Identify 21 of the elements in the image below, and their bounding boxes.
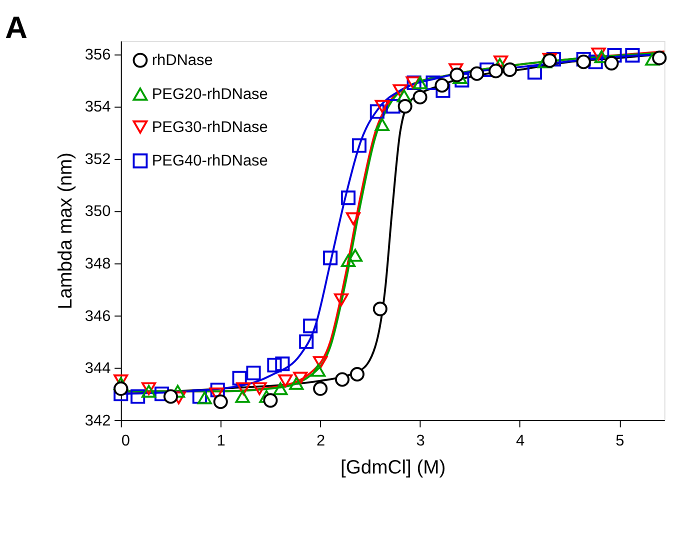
- x-tick-label: 2: [316, 432, 326, 450]
- chart-title: A: [5, 10, 28, 46]
- legend-label: PEG30-rhDNase: [152, 118, 268, 136]
- y-tick-label: 350: [84, 203, 111, 220]
- y-tick-label: 352: [84, 150, 111, 168]
- x-tick-label: 1: [216, 432, 226, 450]
- y-tick-label: 342: [84, 412, 111, 430]
- y-axis-title: Lambda max (nm): [54, 152, 76, 310]
- y-tick-label: 348: [84, 255, 111, 272]
- y-tick-label: 346: [84, 308, 111, 325]
- x-axis-title: [GdmCl] (M): [340, 456, 446, 479]
- x-tick-label: 5: [616, 432, 624, 450]
- x-tick-label: 4: [516, 432, 525, 450]
- y-tick-label: 356: [84, 46, 111, 64]
- legend-label: PEG40-rhDNase: [152, 152, 268, 170]
- y-tick-label: 344: [84, 360, 112, 378]
- legend-label: PEG20-rhDNase: [152, 86, 268, 103]
- x-tick-label: 3: [416, 432, 425, 450]
- legend-label: rhDNase: [152, 52, 213, 70]
- x-tick-label: 0: [121, 432, 130, 450]
- y-tick-label: 354: [84, 98, 112, 116]
